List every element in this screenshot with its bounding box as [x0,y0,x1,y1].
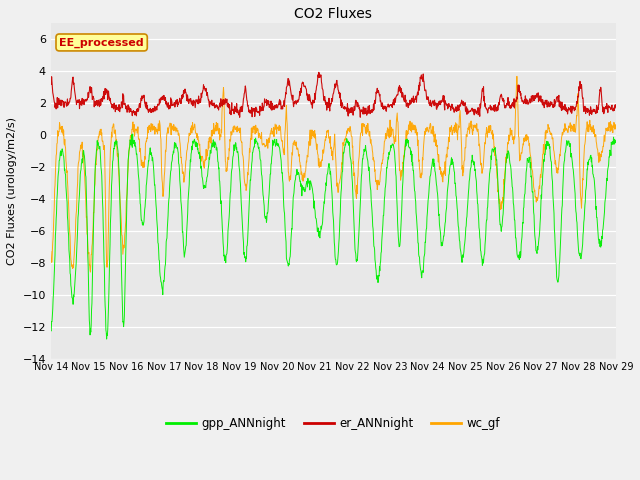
gpp_ANNnight [369,226,377,232]
er_ANNnight [236,114,243,120]
er_ANNnight [612,105,620,111]
gpp_ANNnight [287,231,295,237]
er_ANNnight [287,90,295,96]
er_ANNnight [299,79,307,85]
er_ANNnight [369,108,377,114]
er_ANNnight [309,97,317,103]
Line: er_ANNnight: er_ANNnight [51,72,616,117]
er_ANNnight [91,99,99,105]
wc_gf [86,269,94,275]
gpp_ANNnight [114,148,122,154]
gpp_ANNnight [103,336,111,342]
Legend: gpp_ANNnight, er_ANNnight, wc_gf: gpp_ANNnight, er_ANNnight, wc_gf [162,412,505,435]
er_ANNnight [47,78,54,84]
wc_gf [114,151,122,156]
Line: gpp_ANNnight: gpp_ANNnight [51,134,616,339]
wc_gf [513,73,521,79]
wc_gf [287,170,295,176]
wc_gf [309,132,317,138]
gpp_ANNnight [612,138,620,144]
wc_gf [369,150,376,156]
wc_gf [47,249,54,254]
gpp_ANNnight [129,131,136,137]
gpp_ANNnight [47,328,54,334]
gpp_ANNnight [309,192,317,197]
wc_gf [612,126,620,132]
wc_gf [299,172,307,178]
Title: CO2 Fluxes: CO2 Fluxes [294,7,372,21]
er_ANNnight [315,70,323,75]
er_ANNnight [114,105,122,110]
Line: wc_gf: wc_gf [51,76,616,272]
gpp_ANNnight [91,182,99,188]
gpp_ANNnight [299,187,307,192]
Text: EE_processed: EE_processed [60,37,144,48]
Y-axis label: CO2 Fluxes (urology/m2/s): CO2 Fluxes (urology/m2/s) [7,118,17,265]
wc_gf [91,181,99,187]
